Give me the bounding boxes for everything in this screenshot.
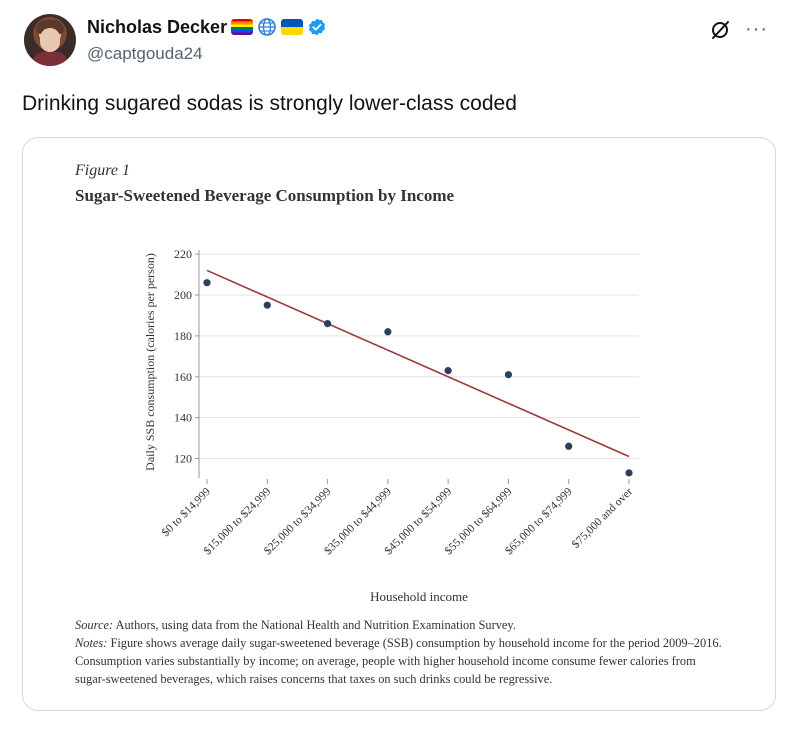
y-tick-label: 200 xyxy=(174,288,192,302)
user-handle[interactable]: @captgouda24 xyxy=(87,44,203,63)
x-tick-label: $75,000 and over xyxy=(569,485,635,551)
data-point xyxy=(263,301,271,309)
y-tick-label: 160 xyxy=(174,370,192,384)
figure-caption: Source: Authors, using data from the Nat… xyxy=(75,616,723,688)
grid-layer xyxy=(199,253,639,460)
y-tick-label: 120 xyxy=(174,452,192,466)
x-tick-label: $25,000 to $34,999 xyxy=(261,485,334,558)
notes-text: Figure shows average daily sugar-sweeten… xyxy=(75,636,722,686)
avatar-shirt xyxy=(32,52,68,66)
x-tick-label: $35,000 to $44,999 xyxy=(322,485,395,558)
x-axis-label: Household income xyxy=(370,589,468,604)
display-name[interactable]: Nicholas Decker xyxy=(87,16,228,37)
source-label: Source: xyxy=(75,618,114,632)
source-text: Authors, using data from the National He… xyxy=(113,618,516,632)
x-ticks: $0 to $14,999$15,000 to $24,999$25,000 t… xyxy=(159,479,635,557)
y-axis-label: Daily SSB consumption (calories per pers… xyxy=(143,253,157,471)
globe-icon xyxy=(258,18,276,36)
y-tick-label: 180 xyxy=(174,329,192,343)
name-row: Nicholas Decker xyxy=(87,14,327,40)
data-point xyxy=(444,367,452,375)
tweet-header: Nicholas Decker @captgouda24 ··· xyxy=(18,12,768,72)
figure-card[interactable]: Figure 1 Sugar-Sweetened Beverage Consum… xyxy=(22,137,776,711)
more-options-icon[interactable]: ··· xyxy=(745,18,768,40)
data-point xyxy=(565,442,573,450)
notes-label: Notes: xyxy=(75,636,108,650)
y-ticks: 120 140 160 180 200 220 xyxy=(174,247,199,466)
grok-icon[interactable] xyxy=(709,19,731,41)
data-point xyxy=(203,279,211,287)
trend-line xyxy=(206,269,630,458)
x-tick-label: $15,000 to $24,999 xyxy=(201,485,274,558)
x-tick-label: $55,000 to $64,999 xyxy=(442,485,515,558)
data-point xyxy=(625,469,633,477)
data-point xyxy=(504,371,513,379)
x-tick-label: $65,000 to $74,999 xyxy=(502,485,575,558)
avatar-face xyxy=(40,28,60,52)
data-point xyxy=(384,328,392,336)
ukraine-flag-icon xyxy=(281,19,304,35)
y-tick-label: 140 xyxy=(174,411,192,425)
verified-badge-icon[interactable] xyxy=(307,17,327,37)
y-tick-label: 220 xyxy=(174,247,192,261)
scatter-chart: 120 140 160 180 200 220 $0 to $14,999$15,000 … xyxy=(143,247,639,604)
tweet-text: Drinking sugared sodas is strongly lower… xyxy=(22,92,517,115)
data-point xyxy=(323,320,332,328)
data-points xyxy=(203,279,633,477)
figure-label: Figure 1 xyxy=(75,162,130,179)
x-tick-label: $45,000 to $54,999 xyxy=(382,485,455,558)
avatar[interactable] xyxy=(24,14,76,66)
top-actions: ··· xyxy=(709,18,768,41)
rainbow-flag-icon xyxy=(231,19,254,35)
figure-title: Sugar-Sweetened Beverage Consumption by … xyxy=(75,186,455,205)
x-tick-label: $0 to $14,999 xyxy=(159,485,213,539)
